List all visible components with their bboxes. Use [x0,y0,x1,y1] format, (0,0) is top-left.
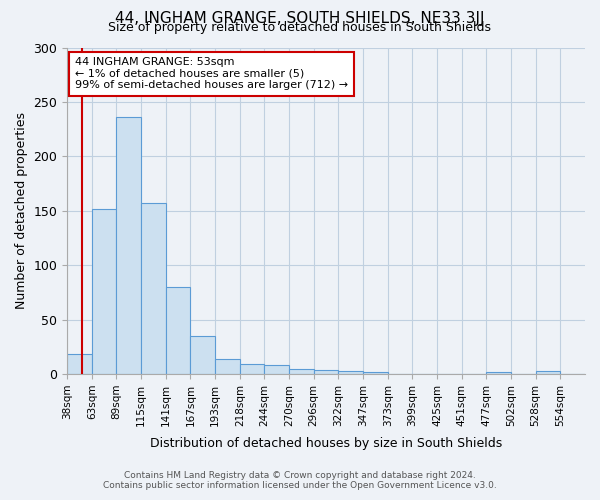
Bar [67,354,92,374]
Y-axis label: Number of detached properties: Number of detached properties [15,112,28,310]
Bar [338,371,363,374]
Bar [240,364,265,374]
Bar [289,368,314,374]
Bar [487,372,511,374]
Bar [363,372,388,374]
Bar [166,287,190,374]
Bar [536,371,560,374]
Bar [92,208,116,374]
Bar [190,336,215,374]
Bar [141,203,166,374]
Bar [314,370,338,374]
Text: Size of property relative to detached houses in South Shields: Size of property relative to detached ho… [109,22,491,35]
Text: Contains HM Land Registry data © Crown copyright and database right 2024.
Contai: Contains HM Land Registry data © Crown c… [103,470,497,490]
Text: 44, INGHAM GRANGE, SOUTH SHIELDS, NE33 3JJ: 44, INGHAM GRANGE, SOUTH SHIELDS, NE33 3… [115,11,485,26]
X-axis label: Distribution of detached houses by size in South Shields: Distribution of detached houses by size … [150,437,502,450]
Bar [215,359,240,374]
Text: 44 INGHAM GRANGE: 53sqm
← 1% of detached houses are smaller (5)
99% of semi-deta: 44 INGHAM GRANGE: 53sqm ← 1% of detached… [75,58,348,90]
Bar [265,366,289,374]
Bar [116,117,141,374]
